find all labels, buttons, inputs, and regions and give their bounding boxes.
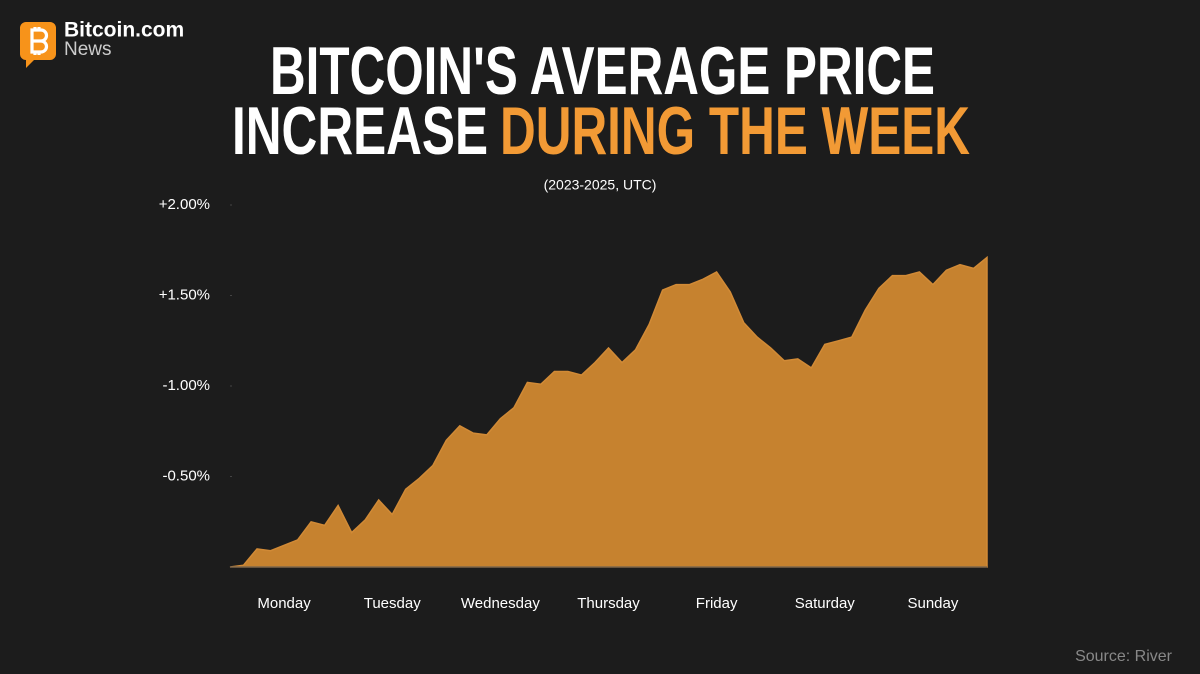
- x-tick-label: Tuesday: [364, 595, 421, 612]
- subtitle: (2023-2025, UTC): [544, 177, 657, 193]
- x-tick-label: Wednesday: [461, 595, 540, 612]
- title-line: BITCOIN'S AVERAGE PRICE: [270, 33, 935, 109]
- area: [229, 255, 988, 568]
- y-tick-label: +2.00%: [159, 196, 210, 213]
- source: Source: River: [1075, 648, 1173, 665]
- x-tick-label: Monday: [257, 595, 311, 612]
- y-tick-label: -1.00%: [162, 377, 210, 394]
- x-tick-label: Thursday: [577, 595, 640, 612]
- x-tick-label: Saturday: [795, 595, 856, 612]
- brand-sub: News: [64, 39, 112, 60]
- logo-icon: [20, 22, 56, 68]
- title-line: INCREASE: [232, 93, 488, 169]
- title-highlight: DURING THE WEEK: [500, 93, 970, 169]
- x-tick-label: Friday: [696, 595, 738, 612]
- x-tick-label: Sunday: [907, 595, 958, 612]
- brand: Bitcoin.com: [64, 19, 184, 42]
- y-tick-label: -0.50%: [162, 467, 210, 484]
- y-tick-label: +1.50%: [159, 286, 210, 303]
